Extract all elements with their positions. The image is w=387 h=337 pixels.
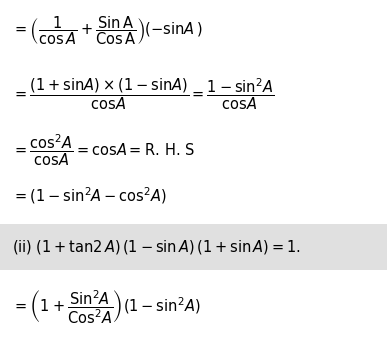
Bar [0, 224, 387, 270]
Text: $= \left(1 + \dfrac{\mathrm{Sin}^{2}A}{\mathrm{Cos}^{2}A}\right)(1 - \mathrm{sin: $= \left(1 + \dfrac{\mathrm{Sin}^{2}A}{\… [12, 288, 200, 326]
Text: $= (1 - \mathrm{sin}^{2}A - \mathrm{cos}^{2}A)$: $= (1 - \mathrm{sin}^{2}A - \mathrm{cos}… [12, 185, 167, 206]
Text: $= \dfrac{(1+\mathrm{sin}A) \times (1-\mathrm{sin}A)}{\mathrm{cos}A} = \dfrac{1-: $= \dfrac{(1+\mathrm{sin}A) \times (1-\m… [12, 76, 274, 112]
Text: $(\mathrm{ii})\;(1 + \mathrm{tan}2\,A)\,(1 - \mathrm{sin}\,A)\,(1 + \mathrm{sin}: $(\mathrm{ii})\;(1 + \mathrm{tan}2\,A)\,… [12, 238, 301, 256]
Text: $= \dfrac{\mathrm{cos}^{2}A}{\mathrm{cos}A} = \mathrm{cos}A = \mathrm{R.\,H.\,S}: $= \dfrac{\mathrm{cos}^{2}A}{\mathrm{cos… [12, 132, 195, 167]
Text: $= \left(\dfrac{1}{\cos A} + \dfrac{\mathrm{Sin\,A}}{\mathrm{Cos\,A}}\right)(-\m: $= \left(\dfrac{1}{\cos A} + \dfrac{\mat… [12, 14, 202, 47]
